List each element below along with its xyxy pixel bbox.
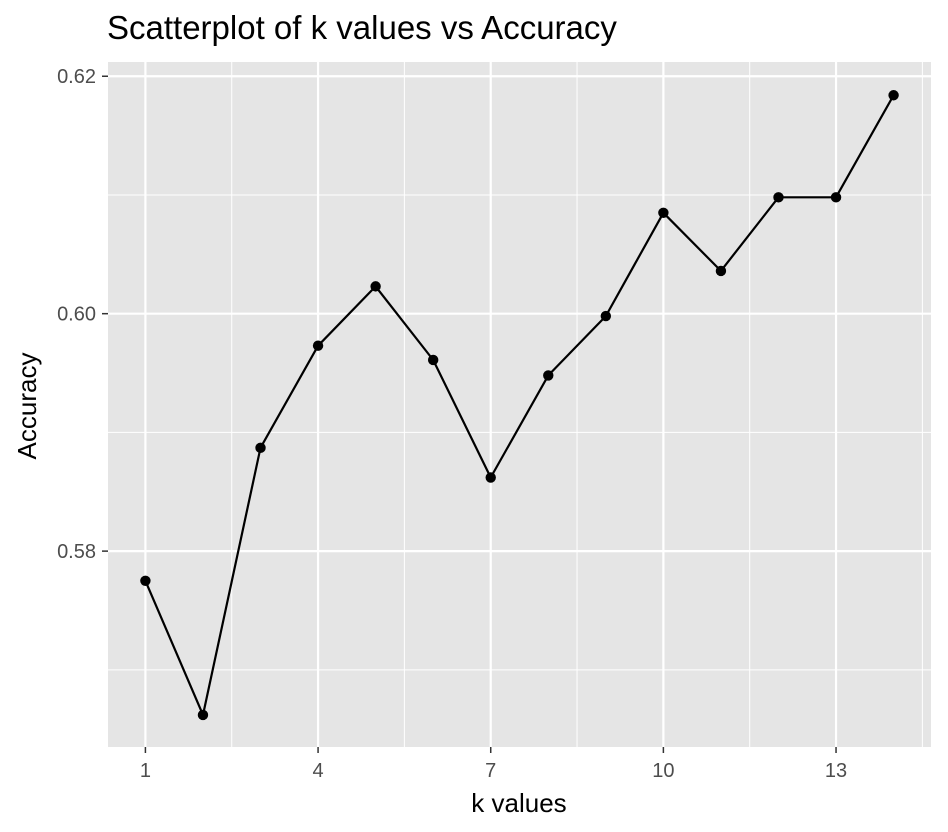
data-point bbox=[255, 442, 266, 454]
data-point bbox=[543, 370, 554, 381]
data-point bbox=[197, 709, 209, 721]
data-point bbox=[427, 354, 439, 366]
plot-panel bbox=[108, 62, 931, 747]
y-axis-title: Accuracy bbox=[12, 353, 42, 460]
x-axis-tick-labels: 1 4 7 10 13 bbox=[140, 760, 847, 782]
data-point bbox=[830, 192, 842, 203]
data-point bbox=[658, 207, 669, 218]
x-tick-label: 1 bbox=[140, 760, 151, 782]
x-tick-label: 4 bbox=[313, 760, 324, 782]
x-tick-label: 13 bbox=[825, 760, 847, 782]
data-point bbox=[715, 265, 727, 277]
data-point bbox=[140, 575, 151, 586]
data-point bbox=[485, 472, 496, 483]
data-point bbox=[888, 90, 899, 101]
chart-title: Scatterplot of k values vs Accuracy bbox=[107, 9, 617, 46]
y-tick-label: 0.58 bbox=[57, 541, 96, 563]
major-gridlines bbox=[108, 62, 931, 747]
axis-ticks bbox=[102, 75, 837, 753]
data-point bbox=[600, 310, 612, 322]
data-point bbox=[773, 192, 784, 203]
x-tick-label: 10 bbox=[652, 760, 674, 782]
data-point bbox=[370, 281, 381, 292]
x-axis-title: k values bbox=[471, 788, 566, 818]
y-tick-label: 0.62 bbox=[57, 66, 96, 88]
y-tick-label: 0.60 bbox=[57, 304, 96, 326]
data-points bbox=[140, 90, 899, 721]
data-point bbox=[312, 340, 324, 351]
accuracy-line bbox=[144, 94, 895, 716]
minor-gridlines bbox=[108, 62, 931, 747]
x-tick-label: 7 bbox=[485, 760, 496, 782]
y-axis-tick-labels: 0.58 0.60 0.62 bbox=[57, 66, 96, 563]
